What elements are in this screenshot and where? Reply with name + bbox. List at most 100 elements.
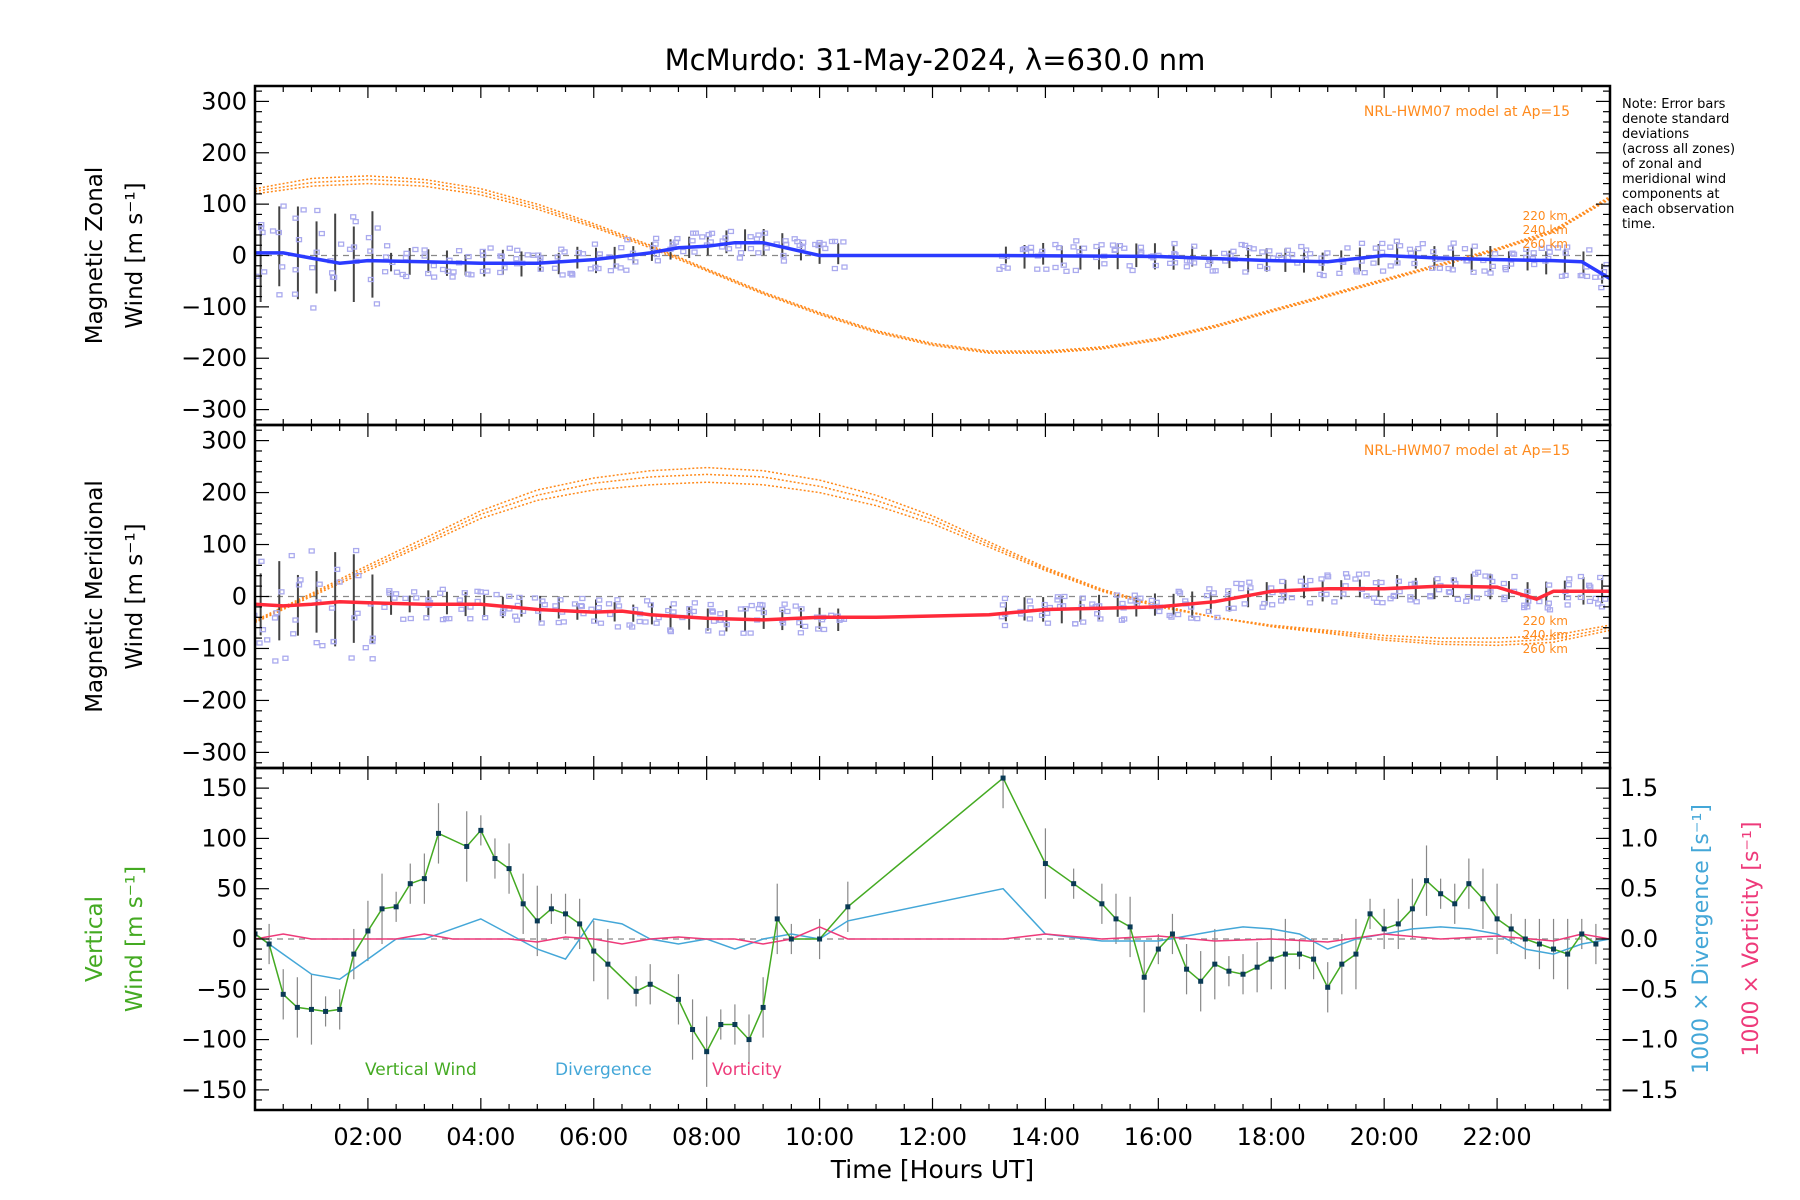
y-tick-label: −150 [181, 1076, 247, 1104]
y-tick-label: 0 [232, 242, 247, 270]
zone-sample [595, 604, 602, 611]
zone-sample [1545, 600, 1552, 606]
zone-sample [1372, 245, 1379, 251]
zone-sample [1554, 245, 1562, 251]
zone-sample [393, 269, 401, 275]
vertical-wind-point [1042, 861, 1048, 867]
zone-sample [421, 247, 428, 253]
zone-sample [1489, 263, 1496, 270]
vertical-wind-point [464, 843, 470, 849]
zone-sample [1238, 241, 1245, 248]
zone-sample [1473, 595, 1481, 601]
zone-sample [319, 643, 326, 649]
zone-sample [382, 269, 389, 275]
zone-sample [831, 238, 839, 245]
y-tick-label: −200 [181, 344, 247, 372]
x-tick-label: 06:00 [559, 1123, 628, 1151]
chart-title: McMurdo: 31-May-2024, λ=630.0 nm [665, 43, 1206, 77]
zone-sample [1203, 592, 1211, 599]
zone-sample [1288, 251, 1296, 258]
zone-sample [759, 602, 766, 608]
zone-sample [354, 610, 361, 616]
zone-sample [269, 228, 277, 234]
vertical-wind-point [365, 928, 371, 934]
zone-sample [539, 598, 546, 604]
zone-sample [796, 242, 803, 249]
vertical-wind-point [435, 830, 441, 836]
model-curve-220km [255, 182, 1610, 354]
zone-sample [1001, 622, 1009, 629]
zone-sample [1387, 263, 1394, 269]
zone-sample [444, 268, 452, 274]
zone-sample [1129, 267, 1136, 274]
x-tick-label: 08:00 [672, 1123, 741, 1151]
vertical-wind-point [1381, 926, 1387, 932]
zone-sample [1363, 571, 1370, 577]
zone-sample [297, 577, 304, 583]
vertical-wind-point [1395, 921, 1401, 927]
zone-sample [1256, 263, 1264, 270]
vertical-wind-point [577, 921, 583, 927]
zone-sample [1586, 598, 1594, 605]
zone-sample [575, 249, 582, 256]
zone-sample [554, 254, 561, 260]
zone-sample [279, 264, 286, 270]
zone-sample [1052, 264, 1059, 271]
zone-sample [1370, 260, 1377, 266]
zone-sample [264, 637, 271, 643]
vertical-wind-point [1212, 961, 1218, 967]
zone-sample [1044, 620, 1052, 626]
zone-sample [310, 305, 317, 311]
altitude-label: 240 km [1523, 628, 1568, 642]
zone-sample [1394, 260, 1401, 266]
zone-sample [1168, 614, 1175, 620]
zone-sample [458, 606, 465, 612]
zone-sample [292, 617, 299, 623]
note-line-6: meridional wind [1622, 172, 1726, 187]
wind-series-line [255, 584, 1610, 622]
model-curve-240km [255, 473, 1610, 643]
vertical-wind-point [1155, 946, 1161, 952]
y-tick-label: 200 [201, 139, 247, 167]
zone-sample [717, 611, 724, 617]
zone-sample [705, 628, 712, 634]
x-tick-label: 12:00 [898, 1123, 967, 1151]
zone-sample [382, 254, 390, 260]
zone-sample [391, 595, 398, 601]
zone-sample [392, 591, 400, 597]
zone-sample [1038, 612, 1046, 619]
vertical-wind-point [1198, 978, 1204, 984]
zone-sample [1597, 574, 1604, 581]
y-axis-label-line1: Magnetic Meridional [82, 480, 108, 713]
zone-sample [1510, 251, 1518, 257]
zone-sample [386, 588, 393, 594]
zone-sample [280, 203, 287, 209]
zone-sample [337, 241, 345, 247]
y-tick-label: 100 [201, 190, 247, 218]
zone-sample [1073, 238, 1080, 244]
zone-sample [425, 270, 432, 277]
zone-sample [551, 265, 559, 271]
zone-sample [1266, 248, 1273, 254]
zone-sample [1482, 573, 1489, 579]
zone-sample [1324, 574, 1332, 580]
vertical-wind-point [308, 1006, 314, 1012]
zone-sample [1379, 600, 1386, 606]
zone-sample [1413, 599, 1420, 605]
zone-sample [1601, 596, 1609, 602]
vertical-wind-point [1593, 941, 1599, 947]
zone-sample [1026, 598, 1034, 604]
zone-sample [443, 616, 450, 622]
zone-sample [374, 225, 381, 231]
zone-sample [1246, 579, 1253, 585]
zone-sample [259, 627, 267, 633]
zone-sample [336, 579, 343, 585]
zone-sample [1435, 587, 1443, 593]
zone-sample [308, 548, 315, 554]
zone-sample [350, 214, 357, 220]
panel-frame [253, 766, 1612, 1112]
zone-sample [670, 601, 677, 607]
zone-sample [1076, 249, 1083, 255]
vertical-wind-point [1254, 964, 1260, 970]
zone-sample [1205, 608, 1213, 615]
